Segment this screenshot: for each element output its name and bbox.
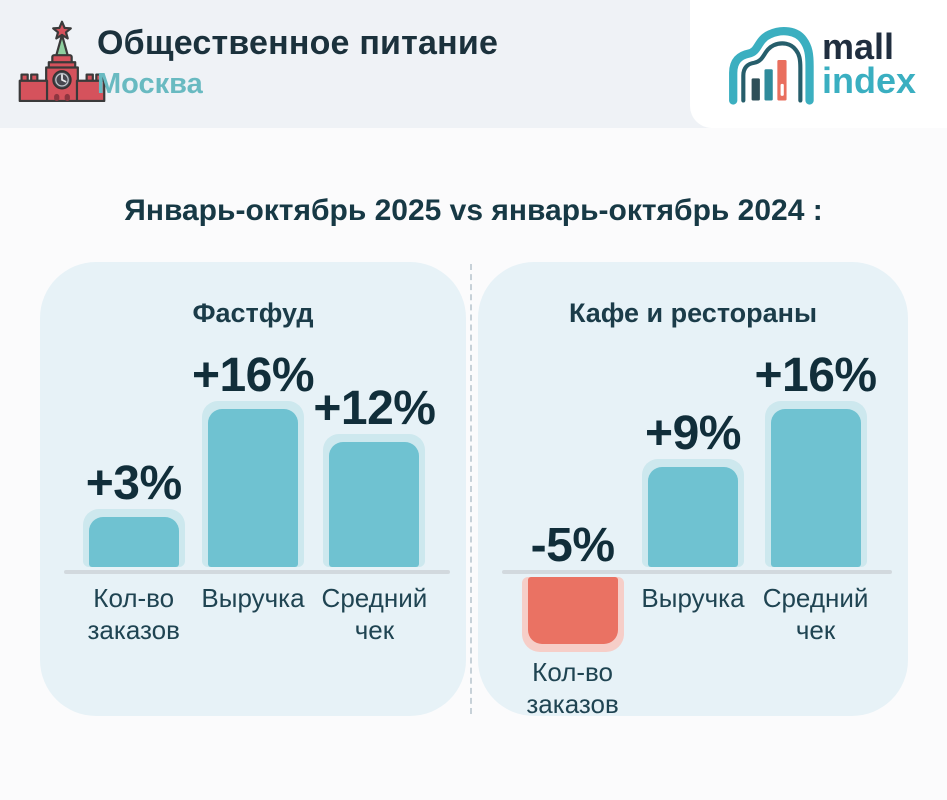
- cafe-restaurants-panel: Кафе и рестораны -5% Кол-во заказов +9% Выр…: [478, 262, 908, 719]
- chart-column: +9% Выручка: [618, 262, 768, 716]
- panel-divider-dashed-line: [470, 264, 472, 714]
- mall-index-logo-card: mall index: [690, 0, 947, 128]
- chart-column: +3% Кол-во заказов: [59, 262, 209, 716]
- bar-value-label: +3%: [85, 457, 182, 510]
- page-title: Общественное питание: [97, 24, 499, 62]
- fastfood-chart: +3% Кол-во заказов +16% Выручка +12% Средний …: [40, 262, 466, 716]
- chart-column: -5% Кол-во заказов: [498, 262, 648, 719]
- logo-word-mall: mall: [822, 26, 895, 67]
- bar: [770, 409, 861, 567]
- header-titles: Общественное питание Москва: [97, 24, 498, 101]
- fastfood-panel-title: Фастфуд: [192, 298, 314, 328]
- cafe-restaurants-panel-title: Кафе и рестораны: [568, 298, 818, 328]
- bar: [208, 409, 298, 567]
- cafe-restaurants-chart: -5% Кол-во заказов +9% Выручка +16% Средний ч…: [478, 262, 908, 719]
- x-axis-baseline: [64, 570, 450, 574]
- bar-category-label: Кол-во заказов: [87, 583, 180, 645]
- bar-category-label: Выручка: [201, 583, 305, 613]
- bar: [88, 517, 179, 567]
- bar-category-label: Выручка: [641, 583, 745, 613]
- bar-category-label: Средний чек: [762, 583, 869, 645]
- bar-value-label: -5%: [530, 519, 615, 572]
- bar-category-label: Кол-во заказов: [526, 657, 619, 719]
- bar: [527, 577, 618, 644]
- bar-value-label: +16%: [754, 349, 877, 402]
- bar-value-label: +9%: [645, 407, 741, 460]
- chart-column: +12% Средний чек: [299, 262, 449, 716]
- bar-category-label: Средний чек: [321, 583, 428, 645]
- bar-value-label: +16%: [191, 349, 315, 402]
- x-axis-baseline: [502, 570, 892, 574]
- chart-column: +16% Выручка: [178, 262, 328, 716]
- comparison-period-title: Январь-октябрь 2025 vs январь-октябрь 20…: [124, 194, 823, 227]
- header: Общественное питание Москва mall index: [0, 0, 947, 128]
- page-subtitle-city: Москва: [97, 68, 203, 100]
- bar-value-label: +12%: [313, 382, 436, 435]
- mall-index-wordmark: mall index: [822, 26, 917, 101]
- chart-column: +16% Средний чек: [741, 262, 891, 716]
- kremlin-tower-icon: [18, 20, 106, 103]
- logo-word-index: index: [822, 60, 917, 101]
- fastfood-panel: Фастфуд +3% Кол-во заказов +16% Выручка +12%…: [40, 262, 466, 716]
- mall-index-logo-icon: [729, 27, 814, 105]
- bar: [648, 467, 738, 567]
- bar: [329, 442, 420, 567]
